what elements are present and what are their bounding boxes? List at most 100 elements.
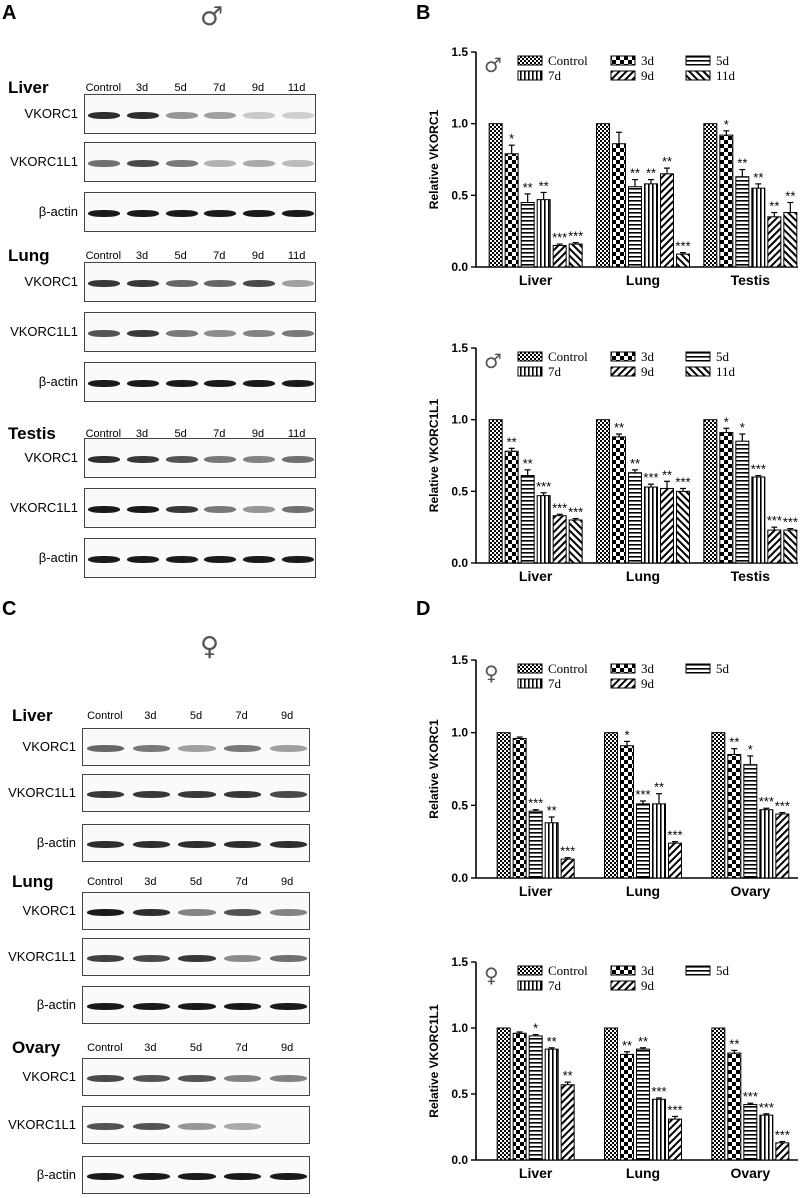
y-tick-label: 0.5 xyxy=(451,484,468,498)
bar xyxy=(620,1053,634,1161)
protein-band xyxy=(243,159,275,167)
blot-panel xyxy=(82,1156,310,1194)
significance-label: *** xyxy=(743,1089,758,1104)
protein-band xyxy=(87,1074,125,1082)
blot-panel xyxy=(82,824,310,862)
protein-band xyxy=(165,455,198,463)
blot-panel xyxy=(84,94,316,134)
significance-label: ** xyxy=(622,1038,632,1053)
lane-labels: Control 3d 5d 7d 9d 11d xyxy=(84,250,316,262)
significance-label: *** xyxy=(775,799,790,814)
significance-label: *** xyxy=(568,505,583,520)
protein-band xyxy=(87,1002,125,1010)
blot-panel xyxy=(84,262,316,302)
tissue-title: Ovary xyxy=(12,1038,61,1057)
bar xyxy=(711,1027,726,1161)
female-symbol-icon: ♀ xyxy=(200,632,220,662)
lane-label: 3d xyxy=(135,250,149,262)
bar xyxy=(759,1114,774,1161)
bar xyxy=(604,1027,618,1161)
legend-label: 11d xyxy=(716,364,736,379)
blot-row-label: VKORC1 xyxy=(22,1069,76,1084)
significance-label: *** xyxy=(667,1102,682,1117)
y-tick-label: 1.0 xyxy=(451,1021,468,1035)
legend-label: Control xyxy=(548,963,588,978)
significance-label: * xyxy=(533,1021,538,1036)
protein-band xyxy=(87,1122,125,1130)
lane-label: Control xyxy=(85,82,122,94)
x-tick-label: Lung xyxy=(626,1165,660,1181)
lane-label: 9d xyxy=(251,82,265,94)
protein-band xyxy=(243,329,275,337)
lane-labels: Control 3d 5d 7d 9d xyxy=(82,876,310,888)
protein-band xyxy=(281,329,314,337)
bar xyxy=(652,1098,666,1161)
blot-row-label: VKORC1 xyxy=(24,274,78,289)
legend-label: Control xyxy=(548,349,588,364)
blot-panel xyxy=(84,362,316,402)
bar xyxy=(668,842,682,879)
lane-label: Control xyxy=(87,876,123,888)
significance-label: ** xyxy=(614,420,624,435)
significance-label: ** xyxy=(523,456,533,471)
legend-swatch xyxy=(685,366,711,377)
protein-band xyxy=(223,840,262,848)
blot-row-label: VKORC1L1 xyxy=(10,324,78,339)
protein-band xyxy=(132,954,171,962)
protein-band xyxy=(204,329,237,337)
protein-band xyxy=(88,379,121,387)
significance-label: *** xyxy=(528,796,543,811)
x-tick-label: Lung xyxy=(626,883,660,899)
bar xyxy=(596,123,610,268)
bar xyxy=(727,1052,742,1161)
protein-band xyxy=(269,954,307,962)
protein-band xyxy=(281,555,314,563)
blot-row-label: VKORC1 xyxy=(24,450,78,465)
blot-panel xyxy=(82,938,310,976)
bar xyxy=(552,245,567,268)
bar xyxy=(536,495,551,564)
legend-label: 3d xyxy=(641,661,655,676)
protein-band xyxy=(204,159,237,167)
protein-band xyxy=(132,840,171,848)
legend-swatch xyxy=(610,663,636,674)
protein-band xyxy=(281,209,314,217)
bar xyxy=(528,810,543,879)
sex-symbol-icon: ♀ xyxy=(484,661,499,685)
lane-labels: Control 3d 5d 7d 9d 11d xyxy=(84,82,316,94)
panel-label-c: C xyxy=(2,598,17,620)
protein-band xyxy=(178,1074,216,1082)
significance-label: *** xyxy=(651,1084,666,1099)
bar xyxy=(488,419,503,564)
legend-swatch xyxy=(517,663,543,674)
protein-band xyxy=(127,159,159,167)
protein-band xyxy=(178,744,216,752)
bar xyxy=(767,529,782,564)
y-tick-label: 1.5 xyxy=(451,341,468,355)
bar xyxy=(488,123,503,268)
y-tick-label: 1.0 xyxy=(451,726,468,740)
protein-band xyxy=(132,744,171,752)
legend-label: 5d xyxy=(716,661,730,676)
protein-band xyxy=(88,455,121,463)
significance-label: *** xyxy=(775,1128,790,1143)
blot-panel xyxy=(84,142,316,182)
bar xyxy=(668,1118,682,1161)
blot-panel xyxy=(84,312,316,352)
blot-panel xyxy=(82,1058,310,1096)
protein-band xyxy=(243,455,275,463)
lane-label: 9d xyxy=(251,250,265,262)
protein-band xyxy=(87,840,125,848)
y-tick-label: 0.5 xyxy=(451,1087,468,1101)
protein-band xyxy=(132,1122,171,1130)
significance-label: ** xyxy=(547,1034,557,1049)
protein-band xyxy=(243,379,275,387)
panel-label-a: A xyxy=(2,2,17,24)
legend-label: Control xyxy=(548,661,588,676)
protein-band xyxy=(178,1122,216,1130)
lane-label: 9d xyxy=(281,710,294,722)
significance-label: *** xyxy=(767,513,782,528)
